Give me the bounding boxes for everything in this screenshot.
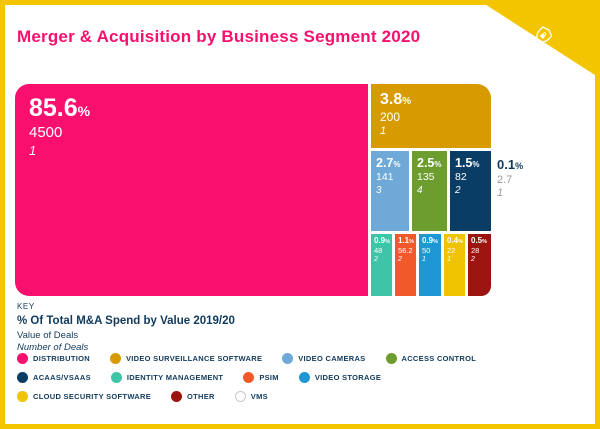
legend-item-video-surveillance-software: VIDEO SURVEILLANCE SOFTWARE — [109, 353, 263, 364]
block-deals: 2 — [471, 256, 475, 264]
key-label: KEY — [17, 302, 35, 311]
legend-row-3: CLOUD SECURITY SOFTWARE OTHER VMS — [17, 391, 492, 402]
block-deals: 2 — [455, 184, 461, 196]
legend-label: ACAAS/VSAAS — [33, 373, 91, 382]
block-percent: 0.1% — [497, 157, 524, 172]
block-deals: 2 — [398, 256, 402, 264]
legend-item-psim: PSIM — [243, 372, 279, 383]
treemap-block-psim: 1.1% 56.2 2 — [395, 234, 416, 296]
treemap-block-identity-management: 0.9% 48 2 — [371, 234, 392, 296]
legend-label: PSIM — [259, 373, 279, 382]
legend-swatch — [171, 391, 183, 402]
block-percent: 3.8% — [380, 91, 412, 108]
block-percent: 85.6% — [29, 94, 91, 122]
block-percent: 2.7% — [376, 156, 401, 170]
block-deals: 4 — [417, 184, 423, 196]
legend-swatch — [385, 353, 397, 364]
security-ribbon-content: SECURITY — [479, 5, 596, 78]
block-value: 2.7 — [497, 173, 513, 186]
block-value: 28 — [471, 245, 480, 255]
page-title: Merger & Acquisition by Business Segment… — [17, 27, 421, 46]
legend-item-other: OTHER — [171, 391, 215, 402]
legend-label: VIDEO SURVEILLANCE SOFTWARE — [125, 354, 263, 363]
block-percent: 2.5% — [417, 156, 442, 170]
legend-label: DISTRIBUTION — [33, 354, 90, 363]
legend-swatch — [109, 353, 121, 364]
block-percent: 0.9% — [422, 236, 439, 245]
legend-item-distribution: DISTRIBUTION — [17, 353, 90, 364]
legend-item-video-storage: VIDEO STORAGE — [298, 372, 382, 383]
chart-legend: DISTRIBUTION VIDEO SURVEILLANCE SOFTWARE… — [17, 353, 492, 402]
legend-label: VMS — [250, 392, 268, 401]
legend-label: IDENTITY MANAGEMENT — [126, 373, 224, 382]
legend-item-identity-management: IDENTITY MANAGEMENT — [110, 372, 224, 383]
block-deals: 1 — [29, 142, 37, 158]
block-value: 56.2 — [398, 245, 413, 255]
treemap-block-cloud-security-software: 0.4% 22 1 — [444, 234, 465, 296]
block-deals: 3 — [376, 184, 382, 196]
legend-row-1: DISTRIBUTION VIDEO SURVEILLANCE SOFTWARE… — [17, 353, 492, 364]
block-value: 50 — [422, 245, 431, 255]
legend-swatch — [243, 372, 255, 383]
legend-swatch — [17, 353, 28, 364]
block-value: 22 — [447, 245, 456, 255]
treemap-chart: 85.6% 4500 1 3.8% 200 1 2.7% 141 3 2.5% … — [15, 84, 491, 296]
treemap-block-video-surveillance-software: 3.8% 200 1 — [371, 84, 491, 148]
treemap-block-access-control: 2.5% 135 4 — [412, 151, 447, 231]
legend-item-cloud-security-software: CLOUD SECURITY SOFTWARE — [17, 391, 151, 402]
block-value: 200 — [380, 109, 401, 124]
key-title: % Of Total M&A Spend by Value 2019/20 — [17, 315, 235, 327]
treemap-block-acaas-vsaas: 1.5% 82 2 — [450, 151, 491, 231]
block-percent: 1.1% — [398, 236, 415, 245]
legend-swatch — [298, 372, 310, 383]
block-value: 141 — [376, 171, 394, 183]
block-value: 4500 — [29, 124, 63, 141]
legend-label: VIDEO STORAGE — [314, 373, 382, 382]
legend-label: VIDEO CAMERAS — [298, 354, 366, 363]
block-deals: 1 — [422, 256, 426, 264]
legend-swatch — [17, 391, 28, 402]
legend-label: OTHER — [187, 392, 215, 401]
block-deals: 2 — [374, 256, 378, 264]
key-value-caption: Value of Deals — [17, 330, 79, 342]
block-percent: 0.4% — [447, 236, 464, 245]
block-deals: 1 — [447, 256, 451, 264]
legend-label: ACCESS CONTROL — [401, 354, 477, 363]
legend-item-acaas-vsaas: ACAAS/VSAAS — [17, 372, 91, 383]
shield-lock-icon — [529, 22, 556, 49]
legend-swatch — [234, 391, 246, 402]
key-deals-caption: Number of Deals — [17, 342, 89, 354]
treemap-block-distribution: 85.6% 4500 1 — [15, 84, 368, 296]
legend-row-2: ACAAS/VSAAS IDENTITY MANAGEMENT PSIM VID… — [17, 372, 492, 383]
block-deals: 1 — [380, 125, 387, 138]
legend-label: CLOUD SECURITY SOFTWARE — [33, 392, 152, 401]
legend-item-access-control: ACCESS CONTROL — [385, 353, 477, 364]
legend-swatch — [282, 353, 294, 364]
treemap-callout-vms: 0.1% 2.7 1 — [497, 157, 523, 200]
legend-swatch — [17, 372, 28, 383]
block-value: 48 — [374, 245, 383, 255]
block-value: 82 — [455, 171, 467, 183]
block-value: 135 — [417, 171, 435, 183]
treemap-block-video-storage: 0.9% 50 1 — [419, 234, 441, 296]
block-percent: 0.5% — [471, 236, 488, 245]
block-percent: 0.9% — [374, 236, 391, 245]
legend-item-vms: VMS — [234, 391, 268, 402]
legend-item-video-cameras: VIDEO CAMERAS — [282, 353, 365, 364]
block-deals: 1 — [497, 186, 504, 199]
legend-swatch — [110, 372, 122, 383]
block-percent: 1.5% — [455, 156, 480, 170]
chart-key: KEY % Of Total M&A Spend by Value 2019/2… — [17, 302, 235, 354]
treemap-block-other: 0.5% 28 2 — [468, 234, 491, 296]
treemap-block-video-cameras: 2.7% 141 3 — [371, 151, 409, 231]
